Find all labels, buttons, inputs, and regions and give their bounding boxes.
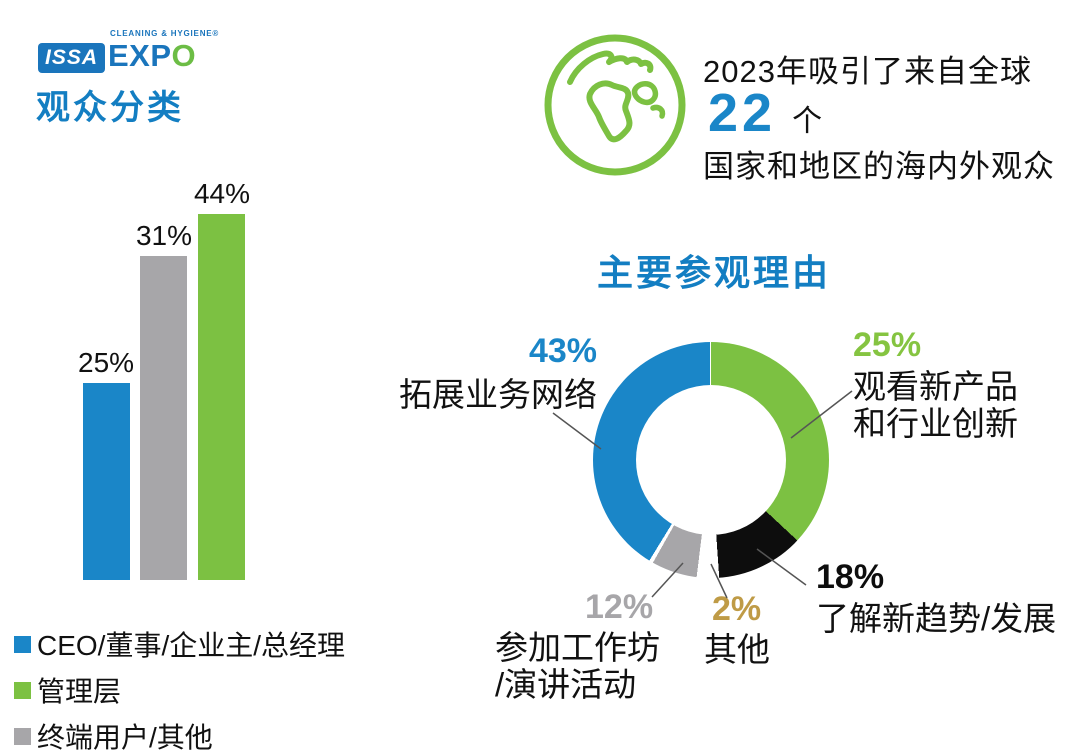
bar-value-label: 31% [135, 220, 193, 251]
donut-chart [593, 342, 829, 578]
bar-value-label: 44% [193, 178, 250, 209]
bar-column: 44% [194, 178, 250, 580]
donut-label-workshops: 12% 参加工作坊 /演讲活动 [495, 588, 660, 703]
legend-label: 管理层 [37, 676, 122, 707]
issa-logo-box: ISSA [38, 43, 105, 73]
country-count: 22 [708, 83, 777, 143]
legend-row: CEO/董事/企业主/总经理 [14, 624, 345, 664]
legend-swatch [14, 635, 31, 653]
bar-rect [198, 214, 246, 580]
pct-other: 2% [712, 590, 762, 628]
legend-row: 管理层 [14, 670, 345, 710]
logo-tagline: CLEANING & HYGIENE® [110, 29, 220, 38]
donut-label-new-products: 25% 观看新产品 和行业创新 [853, 326, 1018, 442]
pct-new-products: 25% [853, 326, 922, 364]
audience-bar-chart: 25% 31% 44% [78, 178, 250, 580]
reach-count-row: 22 个 [708, 82, 822, 144]
donut-label-other: 2% 其他 [704, 590, 770, 668]
pct-networking: 43% [528, 332, 597, 370]
legend-swatch [14, 681, 31, 699]
donut-label-networking: 43% 拓展业务网络 [399, 332, 597, 413]
country-count-unit: 个 [792, 105, 823, 138]
issa-logo-text: ISSA [44, 46, 98, 69]
reach-line2: 国家和地区的海内外观众 [703, 149, 1055, 184]
pct-workshops: 12% [585, 588, 654, 626]
donut-hole [636, 385, 786, 535]
legend-row: 终端用户/其他 [14, 716, 345, 755]
bar-column: 31% [136, 220, 192, 580]
expo-o-green: O [171, 38, 197, 73]
reach-line1: 2023年吸引了来自全球 [703, 54, 1032, 89]
expo-logo-text: EXPO [108, 38, 197, 73]
donut-label-trends: 18% 了解新趋势/发展 [816, 558, 1057, 637]
legend-label: 终端用户/其他 [37, 722, 213, 753]
bar-column: 25% [78, 347, 134, 580]
issa-expo-logo: ISSA CLEANING & HYGIENE® EXPO [38, 27, 238, 77]
pct-trends: 18% [816, 558, 885, 596]
bar-rect [140, 256, 188, 580]
bar-rect [82, 383, 130, 580]
bar-chart-legend: CEO/董事/企业主/总经理 管理层终端用户/其他 [14, 624, 345, 755]
legend-swatch [14, 727, 31, 745]
donut-section-title: 主要参观理由 [597, 252, 832, 293]
audience-section-title: 观众分类 [36, 89, 184, 127]
legend-label: CEO/董事/企业主/总经理 [37, 630, 346, 661]
globe-icon [540, 30, 690, 185]
bar-value-label: 25% [78, 347, 135, 378]
